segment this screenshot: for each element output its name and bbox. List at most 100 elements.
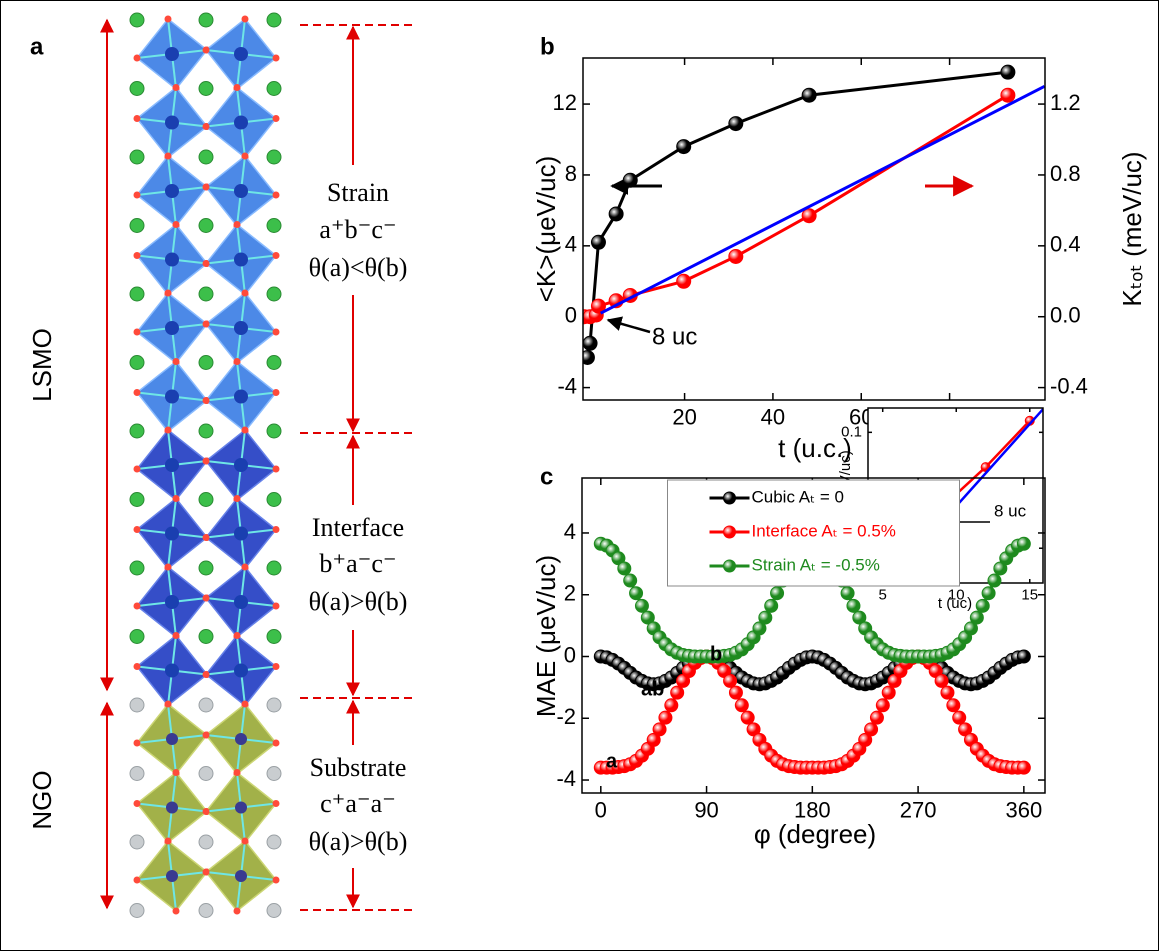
layer-label: NGO <box>27 770 57 829</box>
oxygen <box>202 534 210 541</box>
data-point <box>676 139 692 155</box>
x-tick-label: 10 <box>948 587 965 604</box>
a-site <box>198 81 214 96</box>
b-site <box>235 870 247 882</box>
y-tick-label: 4 <box>564 519 576 544</box>
x-tick-label: 20 <box>672 405 696 430</box>
legend-marker <box>723 525 736 539</box>
oxygen <box>202 123 210 130</box>
y-tick-label: -2 <box>556 704 576 729</box>
oxygen <box>164 152 172 160</box>
a-site <box>129 12 145 28</box>
oxygen <box>202 731 210 739</box>
data-point <box>869 710 884 725</box>
data-point <box>740 710 755 725</box>
oxygen <box>172 358 180 365</box>
x-tick-label: 0 <box>595 798 607 823</box>
a-site <box>198 423 214 439</box>
y-tick-label: 0 <box>565 303 577 328</box>
data-point <box>875 698 890 713</box>
b-site <box>165 595 179 609</box>
a-site <box>198 286 214 302</box>
x-tick-label: 90 <box>694 798 718 823</box>
a-site <box>129 834 145 850</box>
a-site <box>198 355 214 370</box>
panel-label: c <box>540 463 553 490</box>
oxygen <box>202 260 210 267</box>
crystal-structure <box>129 12 282 918</box>
b-site <box>234 252 248 267</box>
a-site <box>129 697 145 713</box>
data-point <box>640 610 655 625</box>
oxygen <box>202 868 210 876</box>
legend-marker <box>723 491 736 505</box>
data-point <box>940 685 955 700</box>
oxygen <box>133 602 141 610</box>
oxygen <box>133 389 141 396</box>
data-point <box>969 610 984 625</box>
oxygen <box>241 289 249 297</box>
a-site <box>129 81 145 96</box>
a-site <box>198 697 214 713</box>
oxygen <box>133 115 141 122</box>
oxygen <box>202 46 210 54</box>
oxygen <box>272 191 280 199</box>
data-point <box>728 248 744 264</box>
b-site <box>234 595 248 609</box>
a-site <box>266 286 282 302</box>
data-point <box>952 710 967 725</box>
oxygen <box>272 389 280 396</box>
b-site <box>165 252 179 267</box>
b-site <box>165 458 179 472</box>
oxygen <box>133 465 141 473</box>
a-site <box>129 629 145 644</box>
y-tick-label: -4 <box>557 373 577 398</box>
chart: 0 90 180 270 360 -4 -2 0 2 4 c φ (degree) MAE (μeV/u… <box>531 463 1046 849</box>
x-axis-label: t (u.c.) <box>778 433 852 463</box>
b-site <box>165 526 179 541</box>
a-site <box>129 903 145 918</box>
plot-frame <box>582 57 1046 401</box>
b-site <box>165 115 179 130</box>
data-point <box>622 172 638 188</box>
x-axis-label: φ (degree) <box>754 819 876 849</box>
data-point <box>864 722 879 737</box>
data-point <box>634 598 649 613</box>
oxygen <box>202 671 210 678</box>
data-point <box>658 710 673 725</box>
oxygen <box>233 769 241 776</box>
a-site <box>129 423 145 439</box>
oxygen <box>272 876 280 884</box>
data-point <box>1000 64 1016 80</box>
a-site <box>198 834 214 850</box>
a-site <box>129 218 145 233</box>
oxygen <box>202 808 210 815</box>
series-line <box>943 408 1043 521</box>
oxygen <box>202 183 210 191</box>
a-site <box>266 12 282 28</box>
oxygen <box>233 84 241 91</box>
y2-tick-label: 0.4 <box>1050 232 1081 257</box>
oxygen <box>164 15 172 23</box>
b-site <box>234 321 248 335</box>
data-point <box>846 598 861 613</box>
x-tick-label: 15 <box>1021 587 1038 604</box>
x-tick-label: 360 <box>1005 798 1042 823</box>
panel-label: b <box>540 33 555 60</box>
region-tilt: a⁺b⁻c⁻ <box>319 215 396 244</box>
region-relation: θ(a)>θ(b) <box>309 587 408 616</box>
oxygen <box>172 907 180 915</box>
y2-axis-label: Kₜₒₜ (meV/uc) <box>1117 151 1147 306</box>
x-tick-label: 40 <box>761 405 785 430</box>
data-point <box>1016 649 1031 664</box>
b-site <box>166 733 178 745</box>
oxygen <box>164 700 172 708</box>
oxygen <box>172 84 180 91</box>
data-point <box>590 234 606 250</box>
data-point <box>946 698 961 713</box>
y-axis-label: MAE (μeV/uc) <box>531 555 561 717</box>
oxygen <box>172 632 180 639</box>
y2-tick-label: -0.4 <box>1050 373 1088 398</box>
annotation: a <box>606 750 618 772</box>
